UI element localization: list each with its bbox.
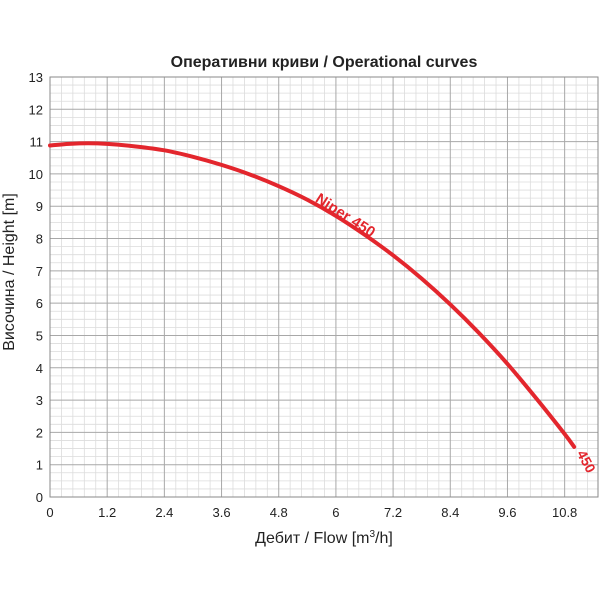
x-tick-label: 2.4: [155, 505, 173, 520]
y-tick-label: 8: [36, 232, 43, 247]
x-tick-label: 9.6: [498, 505, 516, 520]
y-tick-label: 3: [36, 393, 43, 408]
y-tick-label: 11: [30, 135, 44, 150]
chart-title: Оперативни криви / Operational curves: [171, 54, 478, 71]
y-tick-label: 2: [36, 425, 43, 440]
x-tick-label: 10.8: [552, 505, 577, 520]
x-tick-label: 0: [46, 505, 53, 520]
x-tick-label: 8.4: [441, 505, 459, 520]
y-tick-label: 5: [36, 328, 43, 343]
y-tick-label: 6: [36, 296, 43, 311]
y-tick-label: 13: [29, 70, 43, 85]
plot-frame: [49, 76, 599, 498]
x-tick-label: 4.8: [270, 505, 288, 520]
y-tick-label: 0: [36, 490, 43, 505]
y-tick-label: 12: [29, 102, 43, 117]
minor-grid: [50, 77, 598, 497]
x-tick-label: 3.6: [213, 505, 231, 520]
y-tick-label: 10: [29, 167, 43, 182]
y-tick-label: 9: [36, 199, 43, 214]
x-tick-label: 1.2: [98, 505, 116, 520]
y-tick-label: 1: [36, 458, 43, 473]
series-end-label: 450: [574, 447, 599, 475]
x-tick-label: 6: [332, 505, 339, 520]
y-axis-label: Височина / Height [m]: [1, 193, 18, 351]
series-line-niper-450: [48, 141, 577, 449]
x-axis-label: Дебит / Flow [m3/h]: [255, 529, 393, 547]
y-tick-label: 4: [36, 361, 43, 376]
x-tick-labels: 0 1.2 2.4 3.6 4.8 6 7.2 8.4 9.6 10.8: [46, 505, 577, 520]
y-tick-label: 7: [36, 264, 43, 279]
x-tick-label: 7.2: [384, 505, 402, 520]
